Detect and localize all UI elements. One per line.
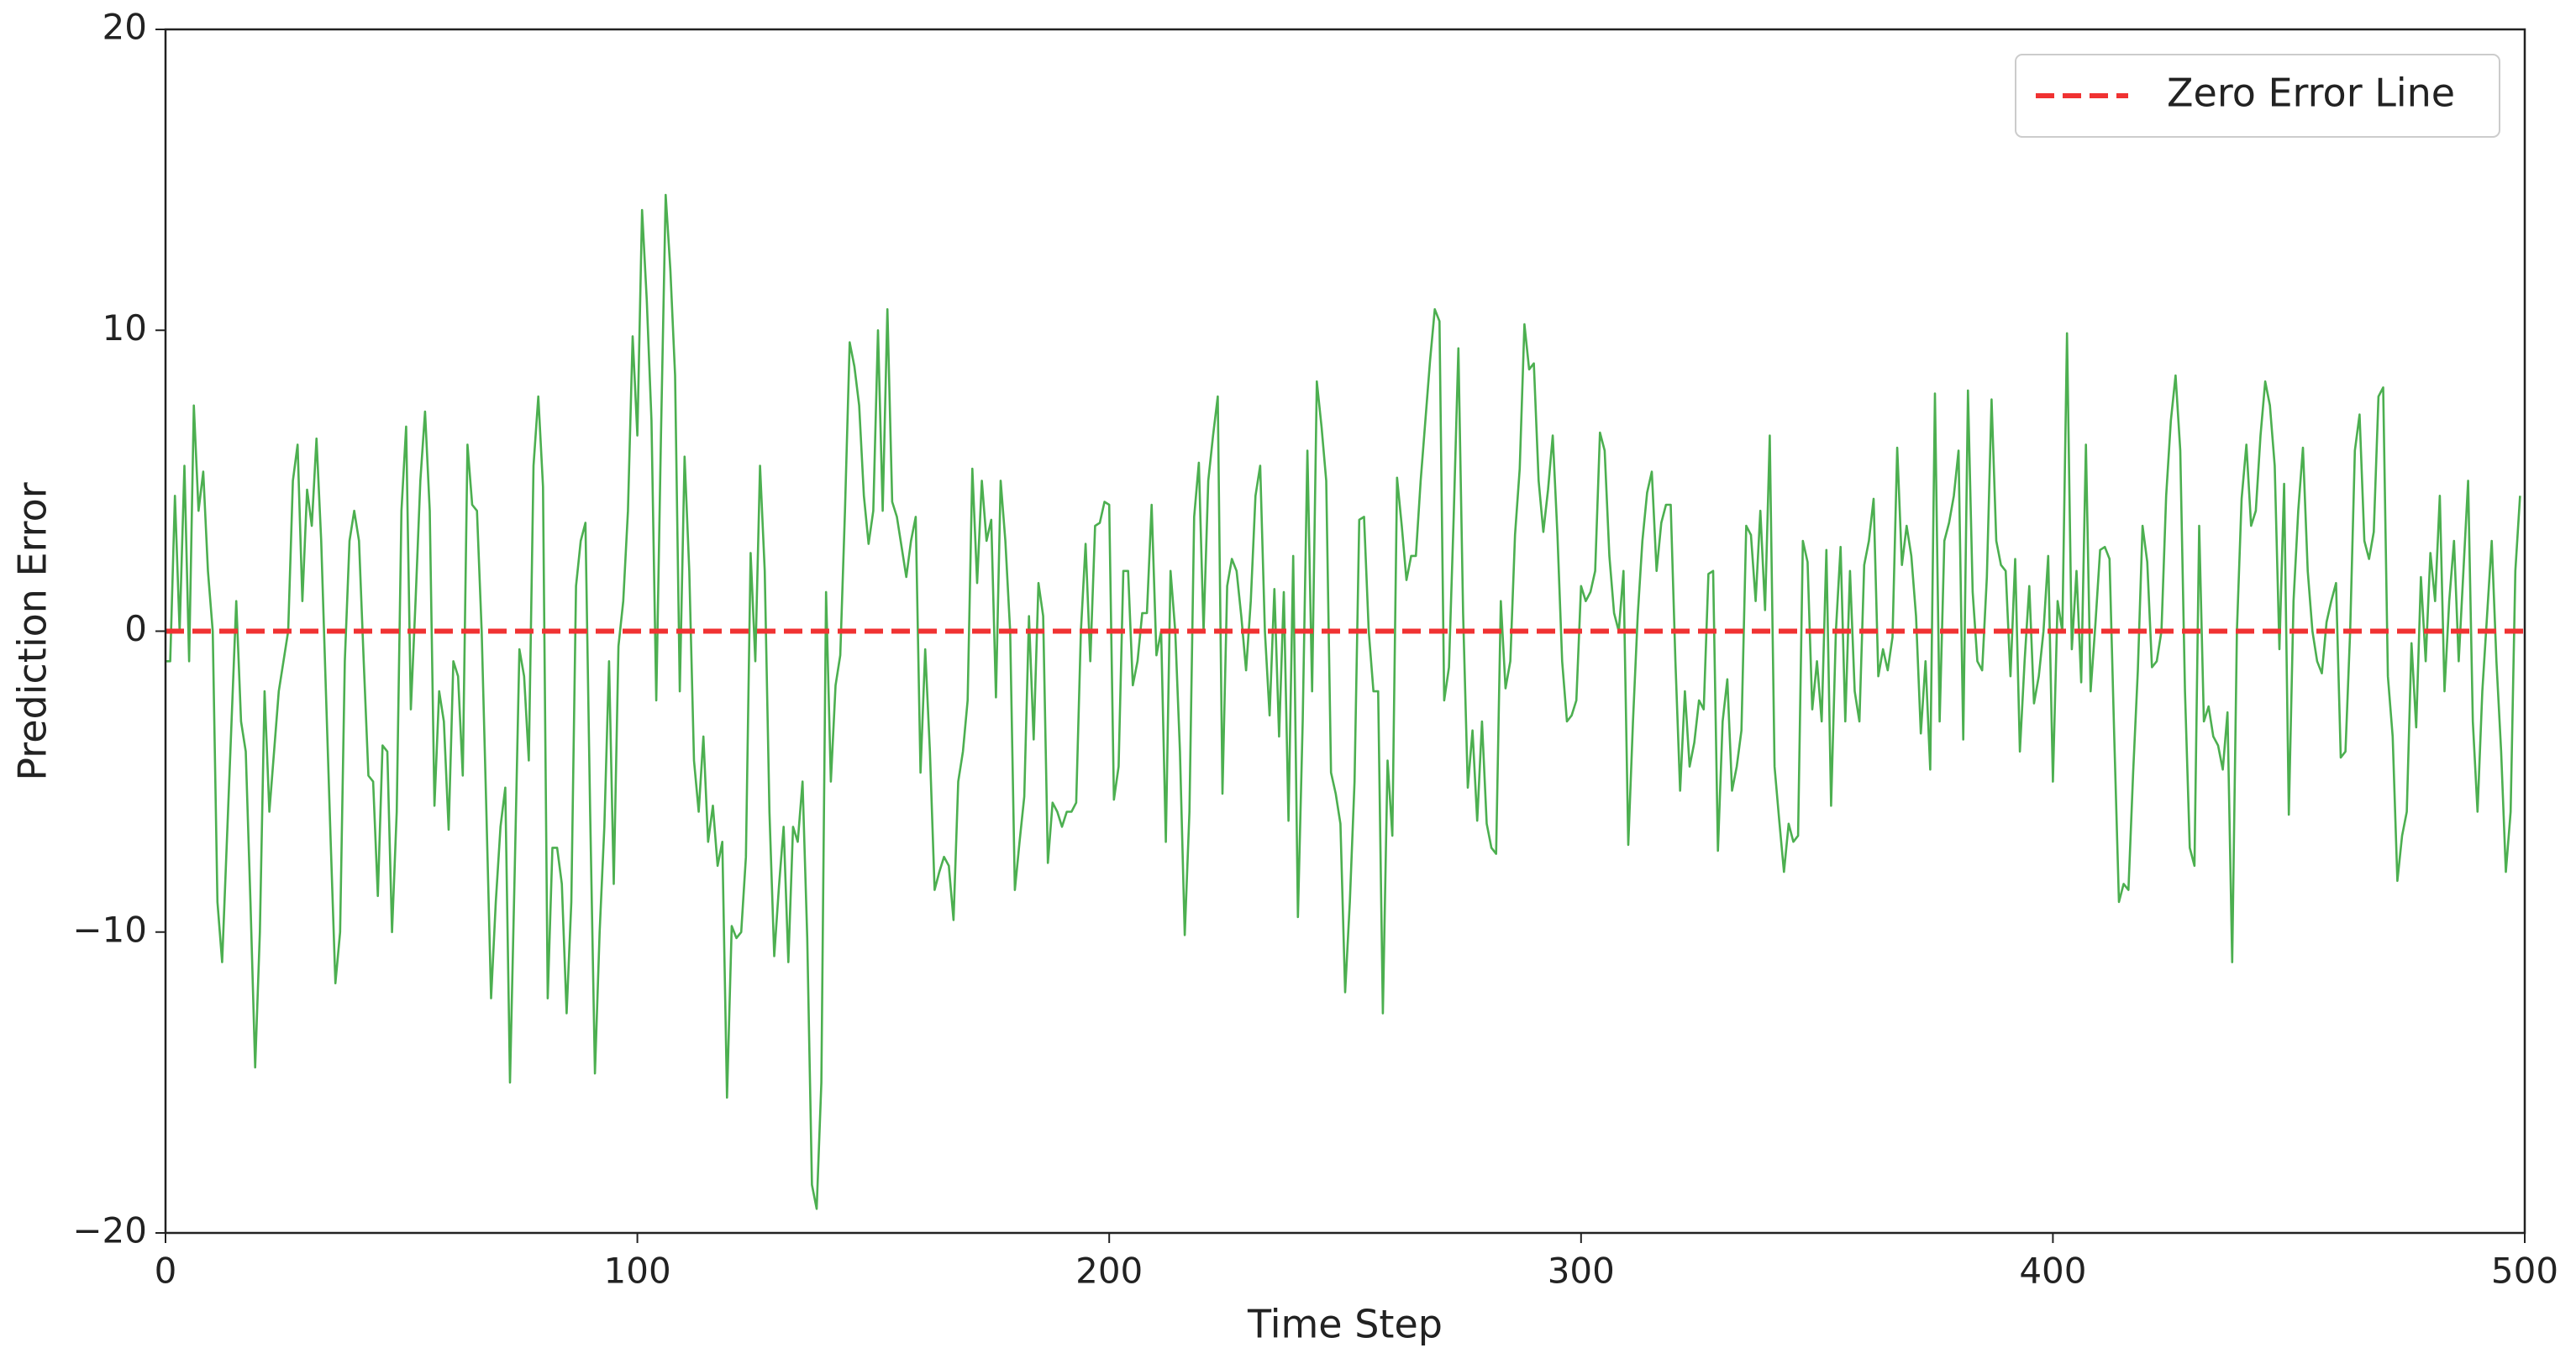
y-tick-label: 20	[103, 7, 147, 48]
y-axis-label: Prediction Error	[10, 482, 55, 780]
x-tick-label: 0	[155, 1251, 177, 1292]
y-tick-label: 0	[124, 608, 147, 649]
x-tick-label: 100	[604, 1251, 671, 1292]
y-tick-label: 10	[103, 307, 147, 349]
legend-box	[2015, 54, 2500, 138]
x-tick-label: 400	[2019, 1251, 2086, 1292]
y-tick-label: −20	[72, 1210, 147, 1251]
x-tick-label: 500	[2491, 1251, 2558, 1292]
x-tick-label: 200	[1075, 1251, 1143, 1292]
x-axis-label: Time Step	[1247, 1302, 1443, 1347]
plot-frame	[164, 28, 2526, 1235]
legend-label: Zero Error Line	[2167, 71, 2455, 116]
data-line	[166, 193, 2521, 1210]
y-tick-label: −10	[72, 909, 147, 950]
x-tick-label: 300	[1548, 1251, 1615, 1292]
